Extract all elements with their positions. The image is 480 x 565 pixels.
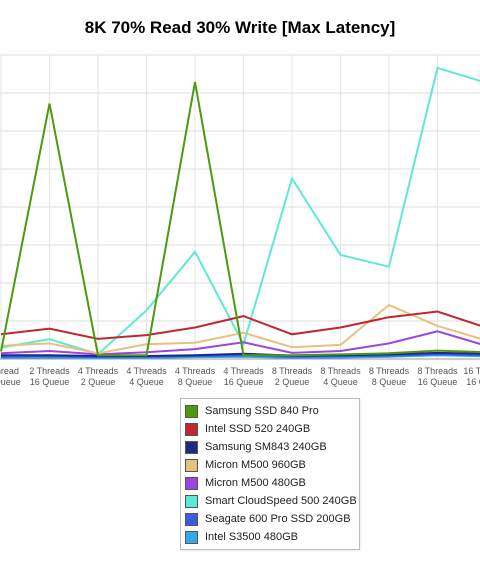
legend-label: Seagate 600 Pro SSD 200GB — [205, 513, 351, 525]
x-tick-label: 1 Thread — [0, 366, 19, 376]
x-tick-label: 16 Queue — [224, 377, 264, 387]
x-tick-label: 4 Queue — [323, 377, 358, 387]
x-tick-label: 16 Queue — [466, 377, 480, 387]
chart-title: 8K 70% Read 30% Write [Max Latency] — [84, 18, 396, 37]
legend-item: Micron M500 480GB — [181, 474, 359, 492]
legend-item: Intel SSD 520 240GB — [181, 420, 359, 438]
legend-label: Micron M500 480GB — [205, 477, 306, 489]
legend-item: Seagate 600 Pro SSD 200GB — [181, 510, 359, 528]
x-tick-label: 8 Threads — [320, 366, 361, 376]
x-tick-label: 4 Threads — [175, 366, 216, 376]
legend-item: Intel S3500 480GB — [181, 528, 359, 546]
legend-item: Samsung SSD 840 Pro — [181, 402, 359, 420]
x-tick-label: 16 Threads — [463, 366, 480, 376]
x-tick-label: 4 Threads — [78, 366, 119, 376]
legend-swatch — [185, 494, 198, 508]
x-tick-label: 16 Queue — [30, 377, 70, 387]
legend-swatch — [185, 458, 198, 472]
legend-item: Samsung SM843 240GB — [181, 438, 359, 456]
legend-label: Samsung SM843 240GB — [205, 441, 327, 453]
x-tick-label: 4 Threads — [223, 366, 264, 376]
series-line — [0, 66, 480, 356]
x-tick-label: 8 Queue — [372, 377, 407, 387]
x-tick-label: 8 Threads — [272, 366, 313, 376]
x-tick-label: 2 Threads — [29, 366, 70, 376]
series-line — [0, 310, 480, 340]
legend-label: Intel SSD 520 240GB — [205, 423, 311, 435]
legend-label: Smart CloudSpeed 500 240GB — [205, 495, 357, 507]
legend: Samsung SSD 840 Pro Intel SSD 520 240GB Sa… — [180, 398, 360, 550]
x-tick-label: 16 Queue — [418, 377, 458, 387]
series-line — [0, 81, 480, 357]
legend-label: Micron M500 960GB — [205, 459, 306, 471]
x-tick-label: 8 Queue — [178, 377, 213, 387]
legend-swatch — [185, 476, 198, 490]
legend-label: Intel S3500 480GB — [205, 531, 298, 543]
x-tick-label: 2 Queue — [275, 377, 310, 387]
x-tick-label: 16 Queue — [0, 377, 21, 387]
legend-swatch — [185, 530, 198, 544]
x-tick-label: 8 Threads — [369, 366, 410, 376]
x-tick-label: 2 Queue — [81, 377, 116, 387]
x-tick-label: 8 Threads — [417, 366, 458, 376]
legend-swatch — [185, 404, 198, 418]
x-tick-label: 4 Threads — [126, 366, 167, 376]
legend-swatch — [185, 440, 198, 454]
x-tick-label: 4 Queue — [129, 377, 164, 387]
series-line — [0, 303, 480, 355]
legend-item: Micron M500 960GB — [181, 456, 359, 474]
legend-swatch — [185, 512, 198, 526]
series-line — [0, 330, 480, 356]
legend-label: Samsung SSD 840 Pro — [205, 405, 319, 417]
legend-swatch — [185, 422, 198, 436]
legend-item: Smart CloudSpeed 500 240GB — [181, 492, 359, 510]
